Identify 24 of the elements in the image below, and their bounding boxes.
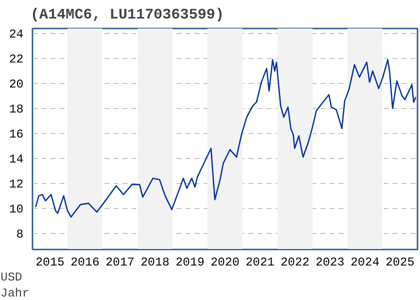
line-series [35,59,416,218]
x-axis-title: Jahr [0,286,30,300]
y-tick-label: 10 [9,202,24,216]
x-tick-label: 2025 [386,256,414,270]
x-tick-label: 2018 [140,256,170,270]
y-axis-title: USD [0,270,22,284]
x-tick-label: 2023 [316,256,344,270]
chart-title: (A14MC6, LU1170363599) [30,8,224,24]
y-tick-label: 24 [9,27,24,42]
y-tick-label: 8 [16,227,24,242]
y-tick-label: 18 [9,102,24,116]
x-tick-label: 2024 [350,256,380,270]
x-tick-label: 2016 [70,256,100,270]
y-tick-label: 12 [9,177,24,192]
x-tick-label: 2015 [36,256,64,270]
y-tick-label: 20 [9,77,24,92]
y-tick-label: 16 [9,127,24,142]
x-tick-label: 2022 [280,256,310,270]
x-tick-label: 2020 [210,256,240,270]
x-tick-label: 2021 [246,256,274,270]
y-tick-label: 22 [9,52,24,66]
x-tick-label: 2019 [176,256,204,270]
y-tick-label: 14 [9,152,24,166]
x-tick-label: 2017 [106,256,134,270]
